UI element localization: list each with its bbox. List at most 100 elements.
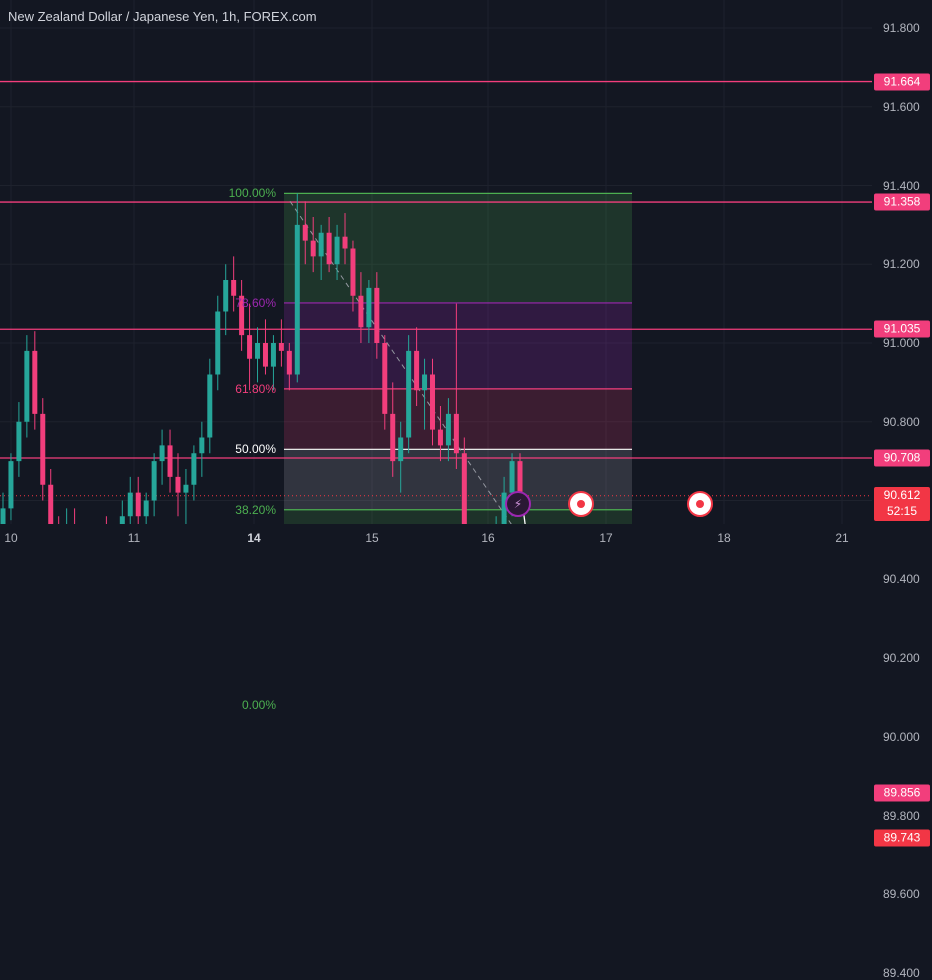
- candle: [231, 256, 237, 312]
- candle: [350, 240, 356, 312]
- fib-level-label: 50.00%: [235, 442, 276, 457]
- candle: [127, 476, 133, 524]
- candle: [310, 217, 316, 273]
- time-tick-label: 15: [365, 531, 379, 545]
- grid-lines: [0, 0, 872, 524]
- candle: [262, 319, 268, 375]
- candle: [32, 331, 38, 430]
- candle: [358, 272, 364, 343]
- price-tick-label: 91.200: [883, 257, 920, 272]
- candle: [24, 335, 30, 438]
- price-tick-label: 91.600: [883, 99, 920, 114]
- candle: [74, 508, 76, 524]
- candle: [422, 358, 428, 430]
- candle: [278, 319, 284, 367]
- candle: [326, 217, 332, 273]
- fib-band: [284, 193, 632, 303]
- economic-event-icon[interactable]: [687, 491, 713, 517]
- candle: [199, 421, 205, 477]
- price-chart[interactable]: [0, 0, 872, 524]
- price-tick-label: 91.000: [883, 336, 920, 350]
- candle: [430, 358, 436, 446]
- time-axis[interactable]: 10 11 14 15 16 17 18 21: [0, 524, 872, 550]
- candle: [58, 516, 60, 524]
- trend-line: [289, 200, 512, 524]
- candle: [16, 402, 22, 477]
- candle: [143, 492, 149, 524]
- fib-level-label: 100.00%: [228, 186, 276, 201]
- candle: [223, 264, 229, 336]
- candle: [48, 469, 54, 524]
- price-tick-label: 91.400: [883, 178, 920, 193]
- fib-level-label: 0.00%: [241, 698, 276, 713]
- price-level-badge: 91.664: [874, 73, 930, 91]
- candle: [302, 201, 308, 265]
- candle: [294, 193, 300, 383]
- price-tick-label: 90.400: [883, 572, 920, 587]
- time-tick-label: 18: [717, 531, 731, 545]
- price-level-badge: 91.035: [874, 320, 930, 338]
- current-price-value: 90.612: [883, 487, 921, 502]
- candle: [239, 280, 245, 351]
- price-tick-label: 90.800: [883, 414, 920, 429]
- time-tick-label: 21: [835, 531, 849, 545]
- candle: [366, 280, 372, 343]
- candle: [215, 295, 221, 391]
- time-tick-label: 11: [127, 531, 141, 545]
- price-level-badge: 89.743: [874, 829, 930, 847]
- candle: [382, 335, 388, 430]
- lightning-icon[interactable]: ⚡: [505, 491, 531, 517]
- candle: [105, 516, 107, 524]
- candle: [445, 398, 451, 462]
- current-price-badge: 90.612 52:15: [874, 486, 930, 521]
- candle: [286, 343, 292, 391]
- price-tick-label: 90.000: [883, 729, 920, 744]
- candle: [406, 335, 412, 454]
- price-tick-label: 89.400: [883, 966, 920, 980]
- candle: [390, 382, 396, 477]
- price-level-badge: 91.358: [874, 193, 930, 211]
- candle: [135, 476, 141, 524]
- price-level-badge: 89.856: [874, 784, 930, 802]
- candle: [437, 406, 443, 462]
- candlestick-series: [0, 193, 523, 524]
- fib-level-label: 38.20%: [235, 502, 276, 517]
- fib-band: [284, 302, 632, 389]
- candle: [374, 272, 380, 359]
- candle: [175, 453, 181, 517]
- fib-band: [284, 509, 632, 524]
- candle: [159, 429, 165, 485]
- candle: [461, 437, 467, 524]
- chart-title: New Zealand Dollar / Japanese Yen, 1h, F…: [8, 9, 317, 24]
- fib-level-label: 61.80%: [235, 381, 276, 396]
- horizontal-levels[interactable]: [0, 0, 872, 524]
- time-tick-label: 16: [481, 531, 495, 545]
- candle: [398, 421, 404, 493]
- candle: [183, 469, 189, 524]
- candle: [8, 453, 14, 521]
- price-level-badge: 90.708: [874, 449, 930, 467]
- candle: [501, 476, 507, 524]
- economic-event-icon[interactable]: [568, 491, 594, 517]
- fib-level-label: 78.60%: [235, 295, 276, 310]
- candle: [334, 224, 340, 280]
- price-tick-label: 90.200: [883, 651, 920, 665]
- candle: [453, 303, 459, 469]
- candle: [342, 213, 348, 265]
- countdown-timer: 52:15: [886, 503, 918, 518]
- candle: [318, 224, 324, 280]
- price-tick-label: 89.600: [883, 887, 920, 902]
- price-tick-label: 89.800: [883, 808, 920, 823]
- candle: [414, 327, 420, 406]
- candle: [40, 398, 46, 501]
- candle: [167, 429, 173, 493]
- price-tick-label: 91.800: [883, 21, 920, 35]
- candle: [119, 500, 125, 524]
- candle: [151, 453, 157, 517]
- candle: [66, 508, 68, 524]
- candle: [247, 303, 253, 391]
- time-tick-label: 17: [599, 531, 613, 545]
- candle: [0, 492, 6, 524]
- candle: [270, 335, 276, 391]
